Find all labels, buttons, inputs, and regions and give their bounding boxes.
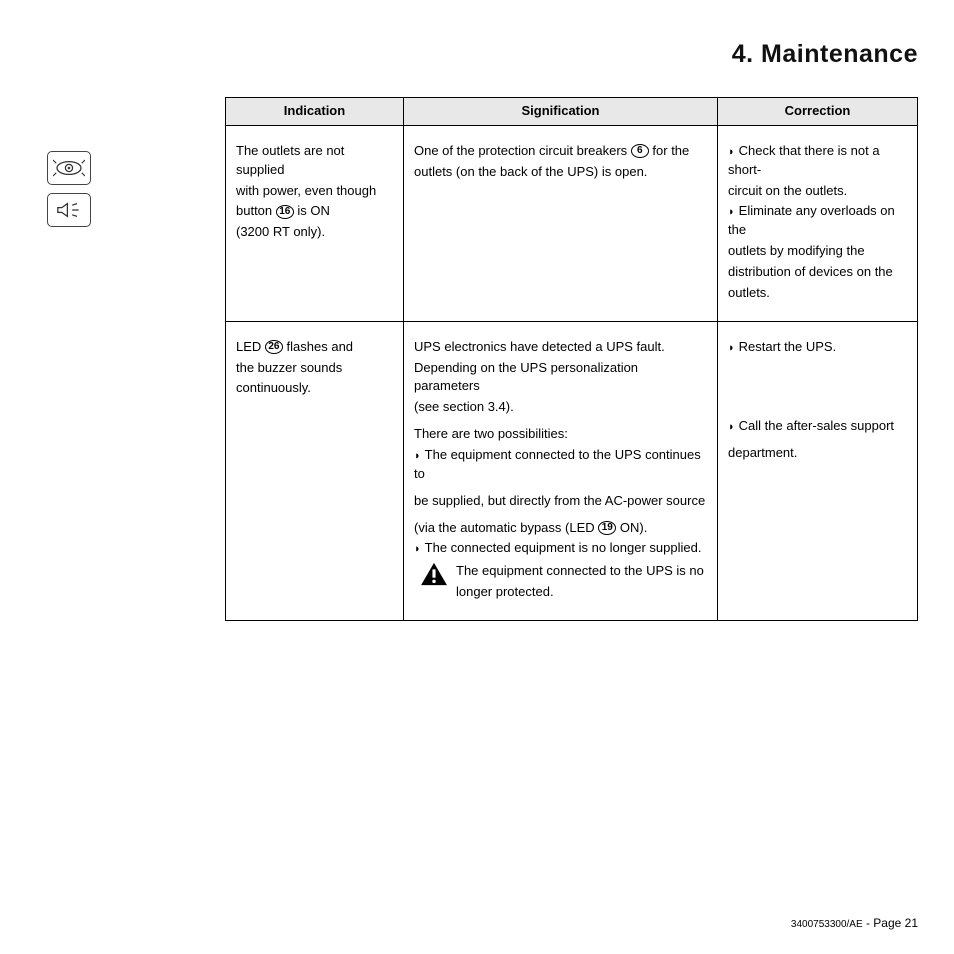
text: flashes and [287, 339, 354, 354]
text: (see section 3.4). [414, 398, 707, 417]
text: There are two possibilities: [414, 425, 707, 444]
text: The equipment connected to the UPS is no [456, 562, 704, 581]
page-number: - Page 21 [863, 916, 918, 930]
ref-badge-19: 19 [598, 521, 616, 535]
text: continuously. [236, 379, 393, 398]
text: outlets by modifying the [728, 242, 907, 261]
cell-correction: Check that there is not a short- circuit… [718, 125, 918, 321]
header-indication: Indication [226, 98, 404, 126]
warning-icon [420, 562, 448, 586]
header-signification: Signification [404, 98, 718, 126]
text: be supplied, but directly from the AC-po… [414, 492, 707, 511]
page: 4. Maintenance [0, 0, 954, 954]
text: the buzzer sounds [236, 359, 393, 378]
eye-icon [47, 151, 91, 185]
content-row: Indication Signification Correction The … [36, 97, 918, 621]
page-title: 4. Maintenance [36, 40, 918, 69]
table-header-row: Indication Signification Correction [226, 98, 918, 126]
table-wrap: Indication Signification Correction The … [225, 97, 918, 621]
troubleshooting-table: Indication Signification Correction The … [225, 97, 918, 621]
ref-badge-6: 6 [631, 144, 649, 158]
ref-badge-26: 26 [265, 340, 283, 354]
text: button 16 is ON [236, 202, 393, 221]
page-footer: 3400753300/AE - Page 21 [791, 916, 918, 930]
text: LED [236, 339, 265, 354]
cell-correction: Restart the UPS. Call the after-sales su… [718, 321, 918, 620]
text: (3200 RT only). [236, 223, 393, 242]
text: One of the protection circuit breakers 6… [414, 142, 707, 161]
cell-signification: One of the protection circuit breakers 6… [404, 125, 718, 321]
table-row: LED 26 flashes and the buzzer sounds con… [226, 321, 918, 620]
text: Eliminate any overloads on the [728, 202, 907, 240]
text: LED 26 flashes and [236, 338, 393, 357]
header-correction: Correction [718, 98, 918, 126]
text: The equipment connected to the UPS conti… [414, 446, 707, 484]
text: The connected equipment is no longer sup… [414, 539, 707, 558]
text: ON). [620, 520, 647, 535]
cell-signification: UPS electronics have detected a UPS faul… [404, 321, 718, 620]
text: with power, even though [236, 182, 393, 201]
text: Depending on the UPS personalization par… [414, 359, 707, 397]
text: outlets (on the back of the UPS) is open… [414, 163, 707, 182]
text: is ON [297, 203, 330, 218]
text: Restart the UPS. [728, 338, 907, 357]
doc-number: 3400753300/AE [791, 919, 863, 930]
text: (via the automatic bypass (LED [414, 520, 598, 535]
text: for the [652, 143, 689, 158]
text: distribution of devices on the [728, 263, 907, 282]
text: button [236, 203, 276, 218]
text: (via the automatic bypass (LED 19 ON). [414, 519, 707, 538]
table-row: The outlets are not supplied with power,… [226, 125, 918, 321]
text: Check that there is not a short- [728, 142, 907, 180]
text: outlets. [728, 284, 907, 303]
warning-row: The equipment connected to the UPS is no… [420, 562, 707, 604]
text: department. [728, 444, 907, 463]
cell-indication: LED 26 flashes and the buzzer sounds con… [226, 321, 404, 620]
text: One of the protection circuit breakers [414, 143, 631, 158]
text: The outlets are not supplied [236, 142, 393, 180]
margin-icons [36, 97, 105, 227]
warning-text: The equipment connected to the UPS is no… [456, 562, 704, 604]
ref-badge-16: 16 [276, 205, 294, 219]
speaker-icon [47, 193, 91, 227]
text: longer protected. [456, 583, 704, 602]
text: UPS electronics have detected a UPS faul… [414, 338, 707, 357]
cell-indication: The outlets are not supplied with power,… [226, 125, 404, 321]
text: Call the after-sales support [728, 417, 907, 436]
text: circuit on the outlets. [728, 182, 907, 201]
